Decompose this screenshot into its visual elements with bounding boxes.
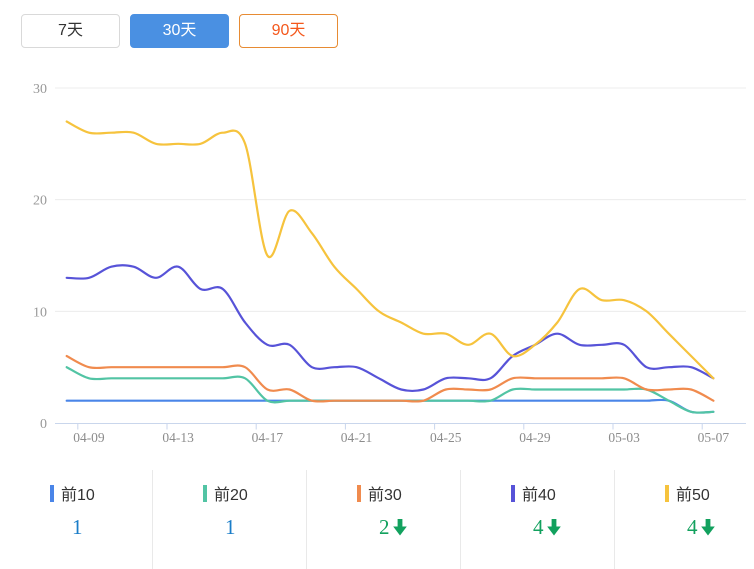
series-line-top30 [65, 354, 715, 403]
legend-value-row: 1 [153, 515, 306, 540]
tab-90days[interactable]: 90天 [239, 14, 338, 48]
series-line-top50 [65, 120, 715, 380]
rank-trend-chart: 0 10 20 30 04-09 04-13 04-17 04-21 04-25 04-29 05-… [33, 82, 746, 445]
y-axis-label: 30 [33, 82, 47, 97]
legend-item-top50: 前50 4 [614, 470, 754, 569]
x-axis-label: 04-13 [162, 430, 194, 445]
legend-value-row: 4 [461, 515, 614, 540]
legend-label-row: 前40 [461, 483, 614, 504]
legend-label-row: 前10 [0, 483, 152, 504]
y-axis-label: 20 [33, 194, 47, 209]
x-axis-label: 04-25 [430, 430, 462, 445]
legend-label-row: 前20 [153, 483, 306, 504]
legend-color-bar [357, 484, 361, 502]
x-axis-label: 04-09 [73, 430, 105, 445]
legend-label: 前20 [214, 487, 248, 504]
legend-color-bar [203, 484, 207, 502]
legend-label-row: 前50 [615, 483, 754, 504]
legend-value-row: 4 [615, 515, 754, 540]
legend-label-row: 前30 [307, 483, 460, 504]
x-axis-label: 05-07 [698, 430, 730, 445]
legend-item-top40: 前40 4 [460, 470, 614, 569]
x-axis-label: 05-03 [608, 430, 640, 445]
y-axis-label: 0 [40, 417, 47, 432]
legend-value-row: 1 [0, 515, 152, 540]
rank-count-value: 4 [533, 515, 544, 539]
rank-count-value: 1 [72, 515, 83, 539]
rank-count-value: 1 [225, 515, 236, 539]
x-axis-label: 04-17 [252, 430, 284, 445]
rank-legend: 前10 1 前20 1 前30 2 前40 4 前50 4 [0, 470, 754, 569]
legend-label: 前50 [676, 487, 710, 504]
legend-item-top10: 前10 1 [0, 470, 152, 569]
series-line-top20 [65, 366, 715, 414]
legend-label: 前40 [522, 487, 556, 504]
legend-item-top30: 前30 2 [306, 470, 460, 569]
legend-label: 前10 [61, 487, 95, 504]
legend-value-row: 2 [307, 515, 460, 540]
tab-30days[interactable]: 30天 [130, 14, 229, 48]
x-axis-label: 04-29 [519, 430, 551, 445]
x-axis-label: 04-21 [341, 430, 373, 445]
series-line-top40 [65, 264, 715, 393]
trend-down-arrow-icon [700, 519, 715, 536]
trend-down-arrow-icon [392, 519, 407, 536]
legend-label: 前30 [368, 487, 402, 504]
legend-color-bar [511, 484, 515, 502]
legend-item-top20: 前20 1 [152, 470, 306, 569]
period-tabs: 7天 30天 90天 [21, 14, 338, 48]
legend-color-bar [50, 484, 54, 502]
rank-count-value: 2 [379, 515, 390, 539]
y-axis-label: 10 [33, 305, 47, 320]
trend-down-arrow-icon [546, 519, 561, 536]
rank-count-value: 4 [687, 515, 698, 539]
tab-7days[interactable]: 7天 [21, 14, 120, 48]
legend-color-bar [665, 484, 669, 502]
